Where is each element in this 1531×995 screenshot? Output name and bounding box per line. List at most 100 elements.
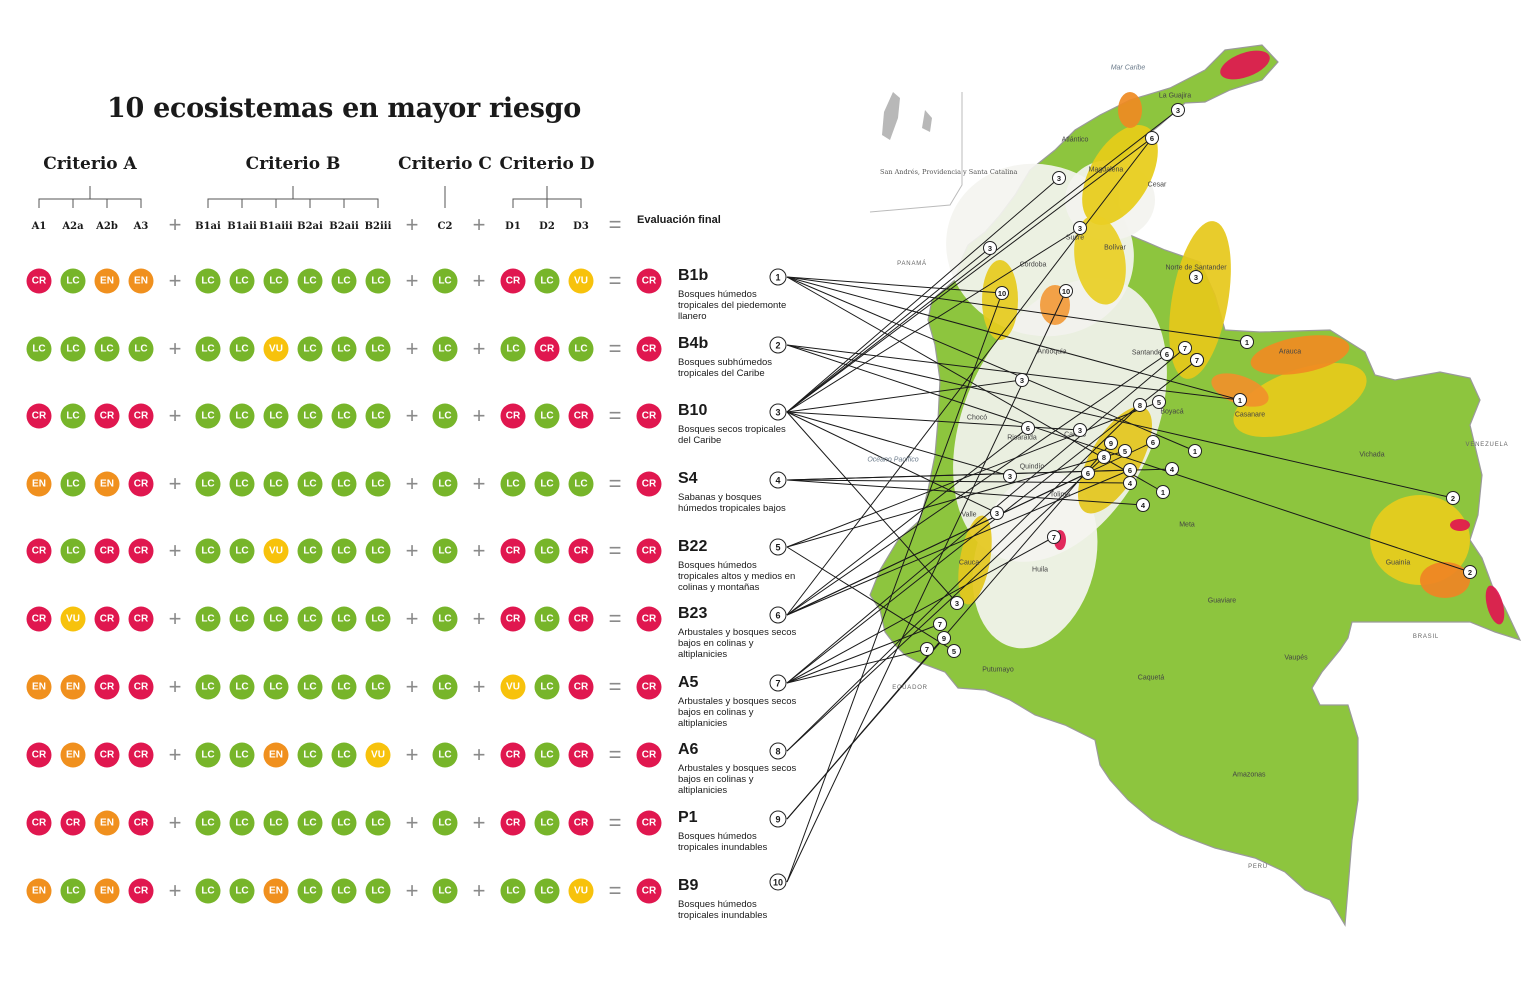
connector-line — [786, 276, 1241, 401]
status-badge: LC — [365, 674, 391, 700]
plus-sign: + — [168, 810, 182, 835]
status-badge: LC — [534, 742, 560, 768]
status-badge: EN — [263, 878, 289, 904]
status-badge: VU — [263, 538, 289, 564]
map-label: Huila — [1032, 566, 1048, 574]
ecosystem-description: Bosques húmedos tropicales inundables — [678, 899, 768, 921]
ecosystem-code: B1b — [678, 267, 709, 284]
connector-line — [786, 347, 1186, 684]
status-badge: LC — [331, 336, 357, 362]
plus-sign: + — [472, 268, 486, 293]
final-status-badge: CR — [636, 742, 662, 768]
map-marker: 10 — [995, 286, 1009, 300]
status-badge: LC — [26, 336, 52, 362]
status-badge: LC — [331, 403, 357, 429]
status-badge: LC — [432, 878, 458, 904]
status-badge: LC — [263, 471, 289, 497]
map-marker: 6 — [1145, 131, 1159, 145]
status-badge: LC — [331, 268, 357, 294]
status-badge: LC — [229, 336, 255, 362]
ecosystem-area — [1118, 92, 1142, 128]
status-badge: LC — [365, 336, 391, 362]
ecosystem-area — [1485, 585, 1505, 625]
san-andres-island — [882, 92, 900, 140]
plus-sign: + — [472, 212, 486, 237]
equals-sign: = — [608, 471, 622, 496]
status-badge: CR — [128, 674, 154, 700]
plus-sign: + — [168, 212, 182, 237]
final-evaluation-label: Evaluación final — [637, 214, 721, 226]
ecosystem-area — [1082, 125, 1158, 225]
status-badge: CR — [128, 538, 154, 564]
subcriterion-label: D1 — [505, 221, 521, 232]
connector-line — [786, 469, 1131, 481]
plus-sign: + — [405, 471, 419, 496]
map-label: Santander — [1131, 349, 1165, 357]
map-label: Córdoba — [1019, 261, 1047, 269]
ecosystem-description: Arbustales y bosques secos bajos en coli… — [678, 696, 797, 729]
plus-sign: + — [472, 674, 486, 699]
status-badge: EN — [94, 878, 120, 904]
status-badge: CR — [94, 606, 120, 632]
map-label: Valle — [961, 511, 977, 519]
status-badge: CR — [60, 810, 86, 836]
status-badge: LC — [331, 878, 357, 904]
connector-line — [786, 472, 1089, 616]
map-marker: 3 — [1189, 270, 1203, 284]
map-marker: 7 — [1178, 341, 1192, 355]
status-badge: LC — [331, 538, 357, 564]
map-label: Antioquia — [1037, 348, 1067, 356]
plus-sign: + — [168, 878, 182, 903]
subcriterion-label: B2ai — [297, 221, 323, 232]
ecosystem-number: 3 — [769, 403, 787, 421]
status-badge: LC — [365, 403, 391, 429]
ecosystem-area — [1220, 50, 1270, 80]
connector-line — [786, 276, 1248, 343]
final-status-badge: CR — [636, 268, 662, 294]
ecosystem-number: 8 — [769, 742, 787, 760]
status-badge: LC — [568, 471, 594, 497]
map-label: La Guajira — [1158, 92, 1192, 100]
status-badge: EN — [60, 674, 86, 700]
connector-line — [786, 623, 941, 684]
status-badge: CR — [568, 674, 594, 700]
status-badge: LC — [297, 403, 323, 429]
status-badge: LC — [297, 674, 323, 700]
map-label: Magdalena — [1088, 166, 1124, 174]
subcriterion-label: D3 — [573, 221, 589, 232]
status-badge: LC — [432, 538, 458, 564]
plus-sign: + — [405, 878, 419, 903]
plus-sign: + — [168, 606, 182, 631]
status-badge: LC — [195, 471, 221, 497]
status-badge: LC — [500, 471, 526, 497]
status-badge: EN — [94, 810, 120, 836]
status-badge: LC — [60, 403, 86, 429]
plus-sign: + — [405, 606, 419, 631]
status-badge: LC — [229, 674, 255, 700]
map-marker: 6 — [1146, 435, 1160, 449]
status-badge: LC — [432, 336, 458, 362]
map-marker: 3 — [1052, 171, 1066, 185]
status-badge: CR — [568, 403, 594, 429]
criterion-title: Criterio A — [43, 154, 137, 174]
status-badge: LC — [195, 403, 221, 429]
subcriterion-label: B1aii — [227, 221, 257, 232]
plus-sign: + — [472, 878, 486, 903]
ecosystem-description: Bosques húmedos tropicales del piedemont… — [678, 289, 787, 322]
ecosystem-description: Bosques húmedos tropicales inundables — [678, 831, 768, 853]
ecosystem-description: Bosques secos tropicales del Caribe — [678, 424, 786, 446]
map-marker: 3 — [950, 596, 964, 610]
plus-sign: + — [472, 742, 486, 767]
criterion-title: Criterio C — [398, 154, 492, 174]
ecosystem-area — [1169, 221, 1231, 379]
status-badge: LC — [365, 471, 391, 497]
status-badge: LC — [331, 742, 357, 768]
connector-line — [786, 648, 928, 684]
equals-sign: = — [608, 336, 622, 361]
ecosystem-number: 6 — [769, 606, 787, 624]
map-marker: 3 — [1015, 373, 1029, 387]
connector-line — [786, 344, 1454, 499]
status-badge: LC — [229, 403, 255, 429]
map-label: ECUADOR — [892, 685, 928, 691]
